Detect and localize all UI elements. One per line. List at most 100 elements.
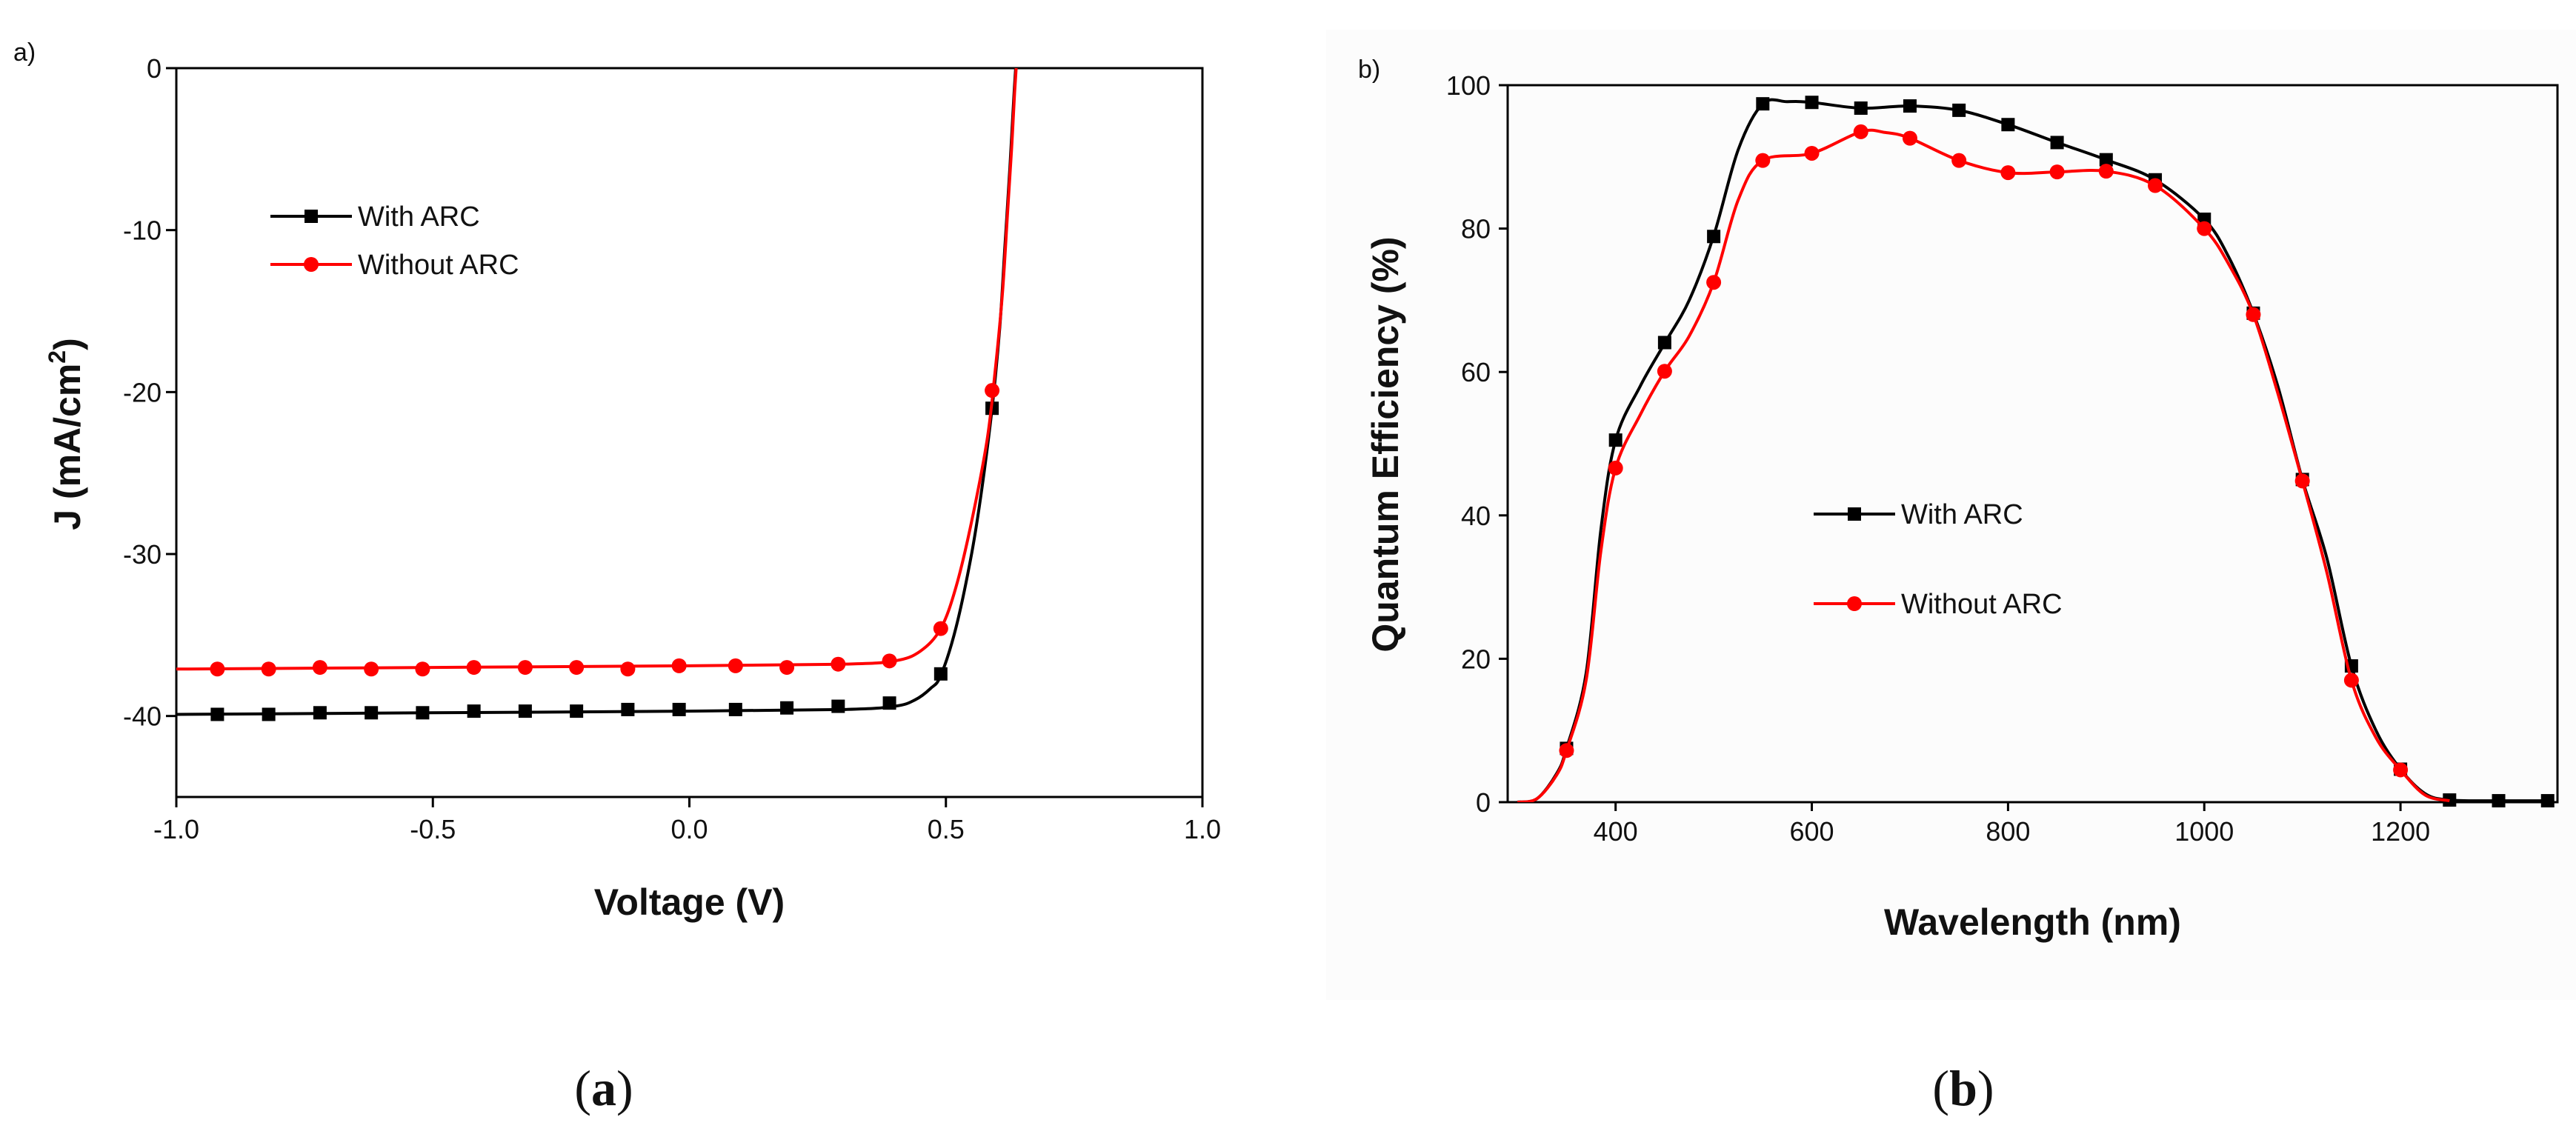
data-point [1952, 103, 1966, 117]
data-point [2343, 673, 2359, 688]
caption-letter: a [591, 1060, 616, 1116]
y-tick-label: 80 [1461, 214, 1491, 244]
data-point [2000, 165, 2016, 181]
data-point [831, 699, 845, 713]
data-point [882, 696, 896, 710]
x-tick-label: -0.5 [410, 814, 456, 844]
y-tick-label: 100 [1446, 70, 1491, 101]
y-tick-label: 0 [1476, 787, 1491, 818]
chart-b: 400 600 800 1000 1200 0 20 40 60 80 100 Wavelength … [1358, 56, 2559, 943]
data-point [262, 707, 276, 721]
plot-frame [1506, 84, 2559, 804]
x-tick-label: 800 [1986, 816, 2030, 847]
caption-open: ( [574, 1060, 591, 1116]
x-tick-label: -1.0 [153, 814, 199, 844]
data-point [1903, 99, 1917, 113]
series-2-markers [1559, 124, 2409, 778]
data-point [620, 661, 636, 677]
data-point [210, 661, 225, 677]
y-tick-label: 40 [1461, 501, 1491, 531]
series-line [176, 67, 1017, 716]
data-point [672, 702, 686, 716]
series-line [176, 67, 1018, 671]
figure-caption: (b) [1932, 1060, 1994, 1116]
figure-caption: (a) [574, 1060, 633, 1116]
data-point [2393, 762, 2409, 778]
data-point [1853, 124, 1868, 139]
data-point [780, 701, 794, 715]
y-tick-label: 0 [147, 53, 162, 84]
legend-marker [1848, 507, 1861, 521]
x-tick-label: 400 [1594, 816, 1638, 847]
legend-label: With ARC [358, 201, 480, 233]
data-point [1559, 743, 1574, 758]
x-tick-label: 0.5 [928, 814, 965, 844]
data-point [831, 656, 846, 672]
panel-label: b) [1358, 56, 1380, 84]
data-point [518, 704, 532, 718]
data-point [210, 707, 224, 721]
legend: With ARC Without ARC [1814, 499, 2063, 620]
data-point [1657, 336, 1671, 350]
legend-label: With ARC [1901, 499, 2023, 530]
data-point [2197, 221, 2212, 236]
data-point [312, 660, 327, 676]
y-axis-label-main: J (mA/cm [47, 364, 88, 530]
panel-b-background [1326, 30, 2576, 1000]
x-tick-label: 1.0 [1184, 814, 1221, 844]
series-2 [1517, 128, 2450, 802]
data-point [2246, 307, 2261, 322]
x-tick-label: 600 [1789, 816, 1834, 847]
y-tick-label: -20 [123, 377, 162, 407]
data-point [779, 660, 795, 676]
data-point [1707, 230, 1721, 244]
legend-marker [304, 210, 318, 223]
y-axis-label: J (mA/cm2) [44, 338, 88, 530]
series-2 [176, 67, 1018, 671]
x-axis-label: Wavelength (nm) [1884, 901, 2181, 943]
data-point [1805, 96, 1819, 110]
data-point [313, 706, 327, 720]
y-tick-label: -10 [123, 216, 162, 246]
legend: With ARC Without ARC [270, 201, 519, 281]
data-point [728, 658, 743, 673]
data-point [1804, 145, 1820, 161]
x-tick-label: 1000 [2174, 816, 2234, 847]
data-point [2540, 794, 2555, 808]
data-point [517, 660, 533, 676]
data-point [933, 621, 948, 636]
y-tick-label: -40 [123, 701, 162, 732]
data-point [2001, 118, 2015, 132]
data-point [569, 660, 585, 676]
caption-close: ) [1977, 1060, 1994, 1116]
panel-label: a) [13, 39, 36, 67]
plot-frame [175, 67, 1204, 798]
legend-label: Without ARC [358, 250, 519, 281]
data-point [2148, 178, 2163, 193]
data-point [1608, 460, 1623, 476]
data-point [1854, 101, 1868, 115]
data-point [2050, 136, 2064, 150]
data-point [933, 667, 948, 681]
y-axis-label-main: Quantum Efficiency (%) [1365, 236, 1406, 652]
caption-letter: b [1949, 1060, 1977, 1116]
data-point [2098, 164, 2114, 179]
series-1-markers [210, 401, 999, 721]
captions: (a) (b) [574, 1060, 1994, 1116]
data-point [985, 383, 1000, 398]
data-point [365, 706, 379, 720]
data-point [621, 702, 635, 716]
data-point [2049, 164, 2065, 180]
data-point [2492, 794, 2506, 808]
data-point [467, 704, 481, 718]
y-tick-label: -30 [123, 539, 162, 570]
data-point [2294, 473, 2310, 489]
chart-a: -1.0 -0.5 0.0 0.5 1.0 0 -10 -20 -30 -40 Voltage (V… [13, 39, 1221, 923]
series-2-markers [210, 383, 1000, 677]
y-axis-label-close: ) [47, 338, 88, 350]
caption-open: ( [1932, 1060, 1949, 1116]
x-tick-label: 1200 [2371, 816, 2430, 847]
x-tick-label: 0.0 [670, 814, 708, 844]
data-point [1608, 433, 1623, 447]
